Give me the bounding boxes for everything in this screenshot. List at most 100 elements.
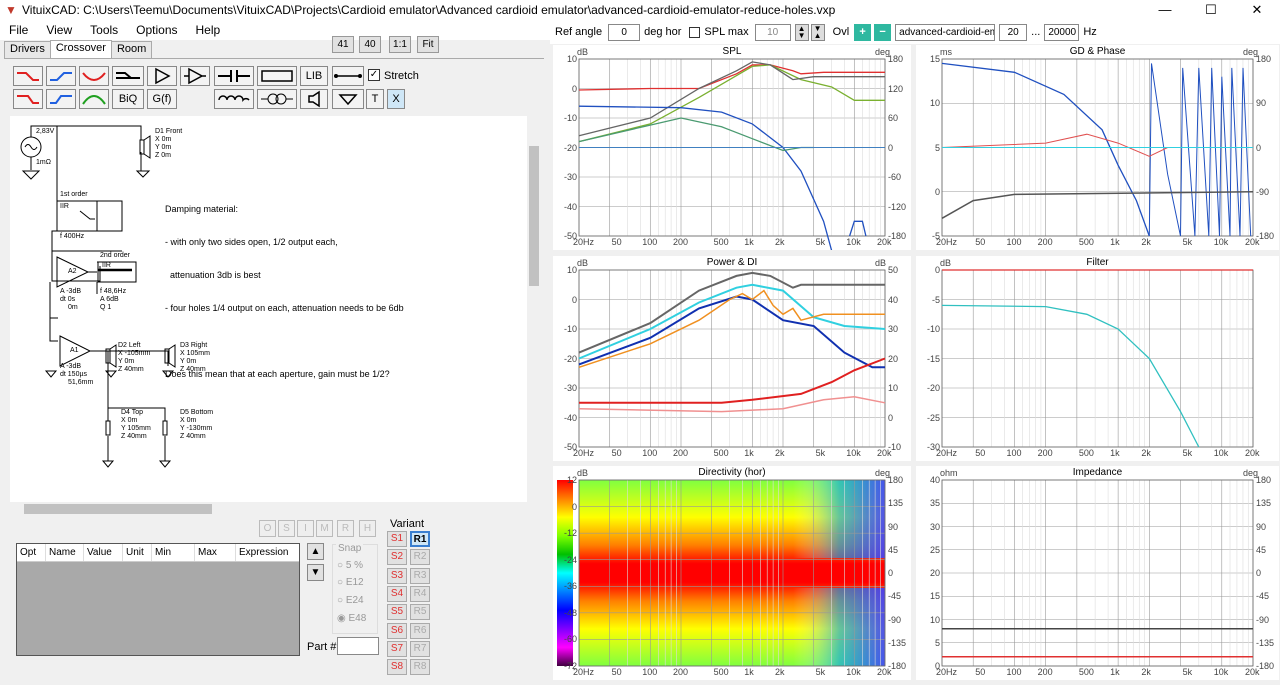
ref-angle-input[interactable]: 0 [608,23,641,41]
close-button[interactable]: ✕ [1251,2,1263,17]
bandpass-green-button[interactable] [79,89,109,109]
filt-y-tick: 0 [934,265,940,275]
variant-r2-button[interactable]: R2 [410,549,430,566]
freq-min-input[interactable]: 20 [999,23,1028,41]
o-button[interactable]: O [259,520,276,537]
bandstop-red-button[interactable] [79,66,109,86]
resistor-button[interactable] [257,66,297,86]
col-expression[interactable]: Expression [239,547,289,558]
tab-drivers[interactable]: Drivers [4,41,51,58]
variant-s4-button[interactable]: S4 [387,585,407,602]
variant-s2-button[interactable]: S2 [387,549,407,566]
stretch-checkbox[interactable]: ✓ [368,69,380,81]
variant-s8-button[interactable]: S8 [387,659,407,676]
menu-options[interactable]: Options [136,23,178,37]
variant-s5-button[interactable]: S5 [387,604,407,621]
schematic-hscrollbar[interactable] [10,502,527,516]
lowpass-red-button[interactable] [13,66,43,86]
variant-s1-button[interactable]: S1 [387,531,407,547]
schematic-canvas[interactable]: 2,83V 1mΩ D1 Front X 0m Y 0m Z 0m Damping m… [10,116,527,502]
variant-r5-button[interactable]: R5 [410,604,430,621]
col-opt[interactable]: Opt [17,544,46,561]
filt-y-tick: -10 [926,324,940,334]
zoom-41-button[interactable]: 41 [332,36,354,53]
col-value[interactable]: Value [84,544,123,561]
driver-button[interactable] [300,89,328,109]
x-button[interactable]: X [387,89,405,109]
variant-r6-button[interactable]: R6 [410,622,430,639]
schematic-vscrollbar[interactable] [527,116,541,502]
zoom-40-button[interactable]: 40 [359,36,381,53]
minimize-button[interactable]: — [1158,2,1172,17]
menu-view[interactable]: View [46,23,73,37]
text-button[interactable]: T [366,89,384,109]
variant-s6-button[interactable]: S6 [387,622,407,639]
h-button[interactable]: H [359,520,376,537]
spl-graph[interactable]: SPL 10 0 -10 -20 -30 -40 -50 180 120 60 0 -60 -120 -18… [553,45,911,250]
overlay-file-select[interactable]: advanced-cardioid-emul [895,23,996,41]
zoom-1to1-button[interactable]: 1:1 [389,36,411,53]
move-up-button[interactable]: ▲ [307,543,324,560]
variant-r1-button[interactable]: R1 [410,531,430,547]
move-down-button[interactable]: ▼ [307,564,324,581]
m-button[interactable]: M [316,520,333,537]
hscroll-thumb[interactable] [24,504,212,514]
menu-file[interactable]: File [9,23,29,37]
col-min[interactable]: Min [152,544,195,561]
snap-e48[interactable]: ◉ E48 [337,613,367,624]
part-label: Part # [307,641,337,653]
s-button[interactable]: S [278,520,295,537]
transformer-button[interactable] [257,89,297,109]
variant-r3-button[interactable]: R3 [410,567,430,584]
spl-spinner-2[interactable]: ▼ ▲ [810,23,825,41]
library-button[interactable]: LIB [300,66,328,86]
a2-delay: dt 0s [60,296,76,303]
spl-max-input[interactable]: 10 [754,23,791,41]
wire-button[interactable] [332,66,364,86]
tab-crossover[interactable]: Crossover [49,40,112,58]
variant-s3-button[interactable]: S3 [387,567,407,584]
vscroll-thumb[interactable] [529,146,539,286]
variant-r7-button[interactable]: R7 [410,640,430,657]
freq-max-input[interactable]: 20000 [1044,23,1080,41]
tab-room[interactable]: Room [110,41,153,58]
spl-max-checkbox[interactable] [689,26,701,38]
imp-graph[interactable]: Impedance 40 35 30 25 20 15 10 5 0 180 135 90 45 0 -45-… [916,466,1279,680]
r-button[interactable]: R [337,520,354,537]
part-number-input[interactable] [337,637,379,655]
i-button[interactable]: I [297,520,314,537]
zoom-fit-button[interactable]: Fit [417,36,439,53]
gain-function-button[interactable]: G(f) [147,89,177,109]
lowpass2-red-button[interactable] [13,89,43,109]
menu-help[interactable]: Help [195,23,221,37]
filt-graph[interactable]: Filter 0 -5 -10 -15 -20 -25 -30 20Hz 50 100 200 500 1… [916,256,1279,461]
biquad-button[interactable]: BiQ [112,89,144,109]
inductor-button[interactable] [214,89,254,109]
col-unit[interactable]: Unit [123,544,152,561]
capacitor-button[interactable] [214,66,254,86]
opamp-button[interactable] [180,66,210,86]
spl-spinner[interactable]: ▲ ▼ [794,23,809,41]
snap-e12[interactable]: ○ E12 [337,577,364,588]
dir-x-tick: 20k [877,667,892,677]
gd-graph[interactable]: GD & Phase 15 10 5 0 -5 180 90 0 -90 -180 20Hz 50 100… [916,45,1279,250]
variant-r8-button[interactable]: R8 [410,659,430,676]
optimizer-table[interactable]: Opt Name Value Unit Min Max Expression [16,543,300,656]
snap-5pct[interactable]: ○ 5 % [337,560,364,571]
maximize-button[interactable]: ☐ [1205,2,1217,17]
add-overlay-button[interactable]: + [854,23,872,41]
col-name[interactable]: Name [46,544,84,561]
dir-graph[interactable]: Directivity (hor) 12 0 -12 -24 -36 -48 -60 -72 18… [553,466,911,680]
variant-s7-button[interactable]: S7 [387,640,407,657]
ground-button[interactable] [332,89,364,109]
pow-graph[interactable]: Power & DI 10 0 -10 -20 -30 -40 -50 50 40 30 20 10 0-… [553,256,911,461]
shelf-button[interactable] [112,66,144,86]
snap-e24[interactable]: ○ E24 [337,595,364,606]
buffer-button[interactable] [147,66,177,86]
menu-tools[interactable]: Tools [90,23,119,37]
variant-r4-button[interactable]: R4 [410,585,430,602]
col-max[interactable]: Max [195,544,236,561]
highpass-blue-button[interactable] [46,66,76,86]
remove-overlay-button[interactable]: − [874,23,892,41]
highpass2-blue-button[interactable] [46,89,76,109]
